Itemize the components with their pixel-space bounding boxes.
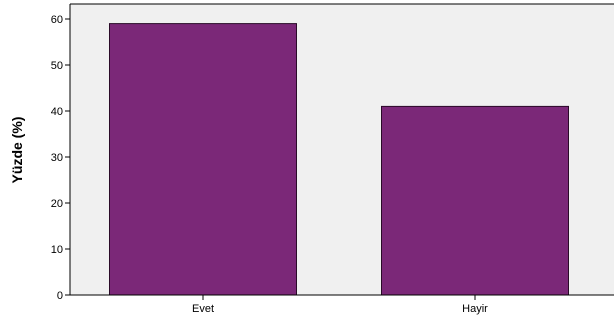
x-tick-label-hayir: Hayir bbox=[462, 303, 488, 315]
y-axis-title: Yüzde (%) bbox=[9, 117, 25, 184]
x-ticks-group: Evet Hayir bbox=[192, 295, 488, 315]
y-ticks-group: 0 10 20 30 40 50 60 bbox=[51, 14, 70, 302]
y-tick-label: 50 bbox=[51, 60, 63, 72]
y-tick-label: 10 bbox=[51, 244, 63, 256]
y-tick-label: 30 bbox=[51, 152, 63, 164]
bars-group bbox=[109, 23, 569, 296]
bar-evet bbox=[109, 23, 297, 296]
bar-hayir bbox=[381, 105, 569, 296]
x-tick-label-evet: Evet bbox=[192, 303, 214, 315]
y-tick-label: 0 bbox=[57, 290, 63, 302]
y-tick-label: 20 bbox=[51, 198, 63, 210]
y-tick-label: 40 bbox=[51, 106, 63, 118]
y-tick-label: 60 bbox=[51, 14, 63, 26]
